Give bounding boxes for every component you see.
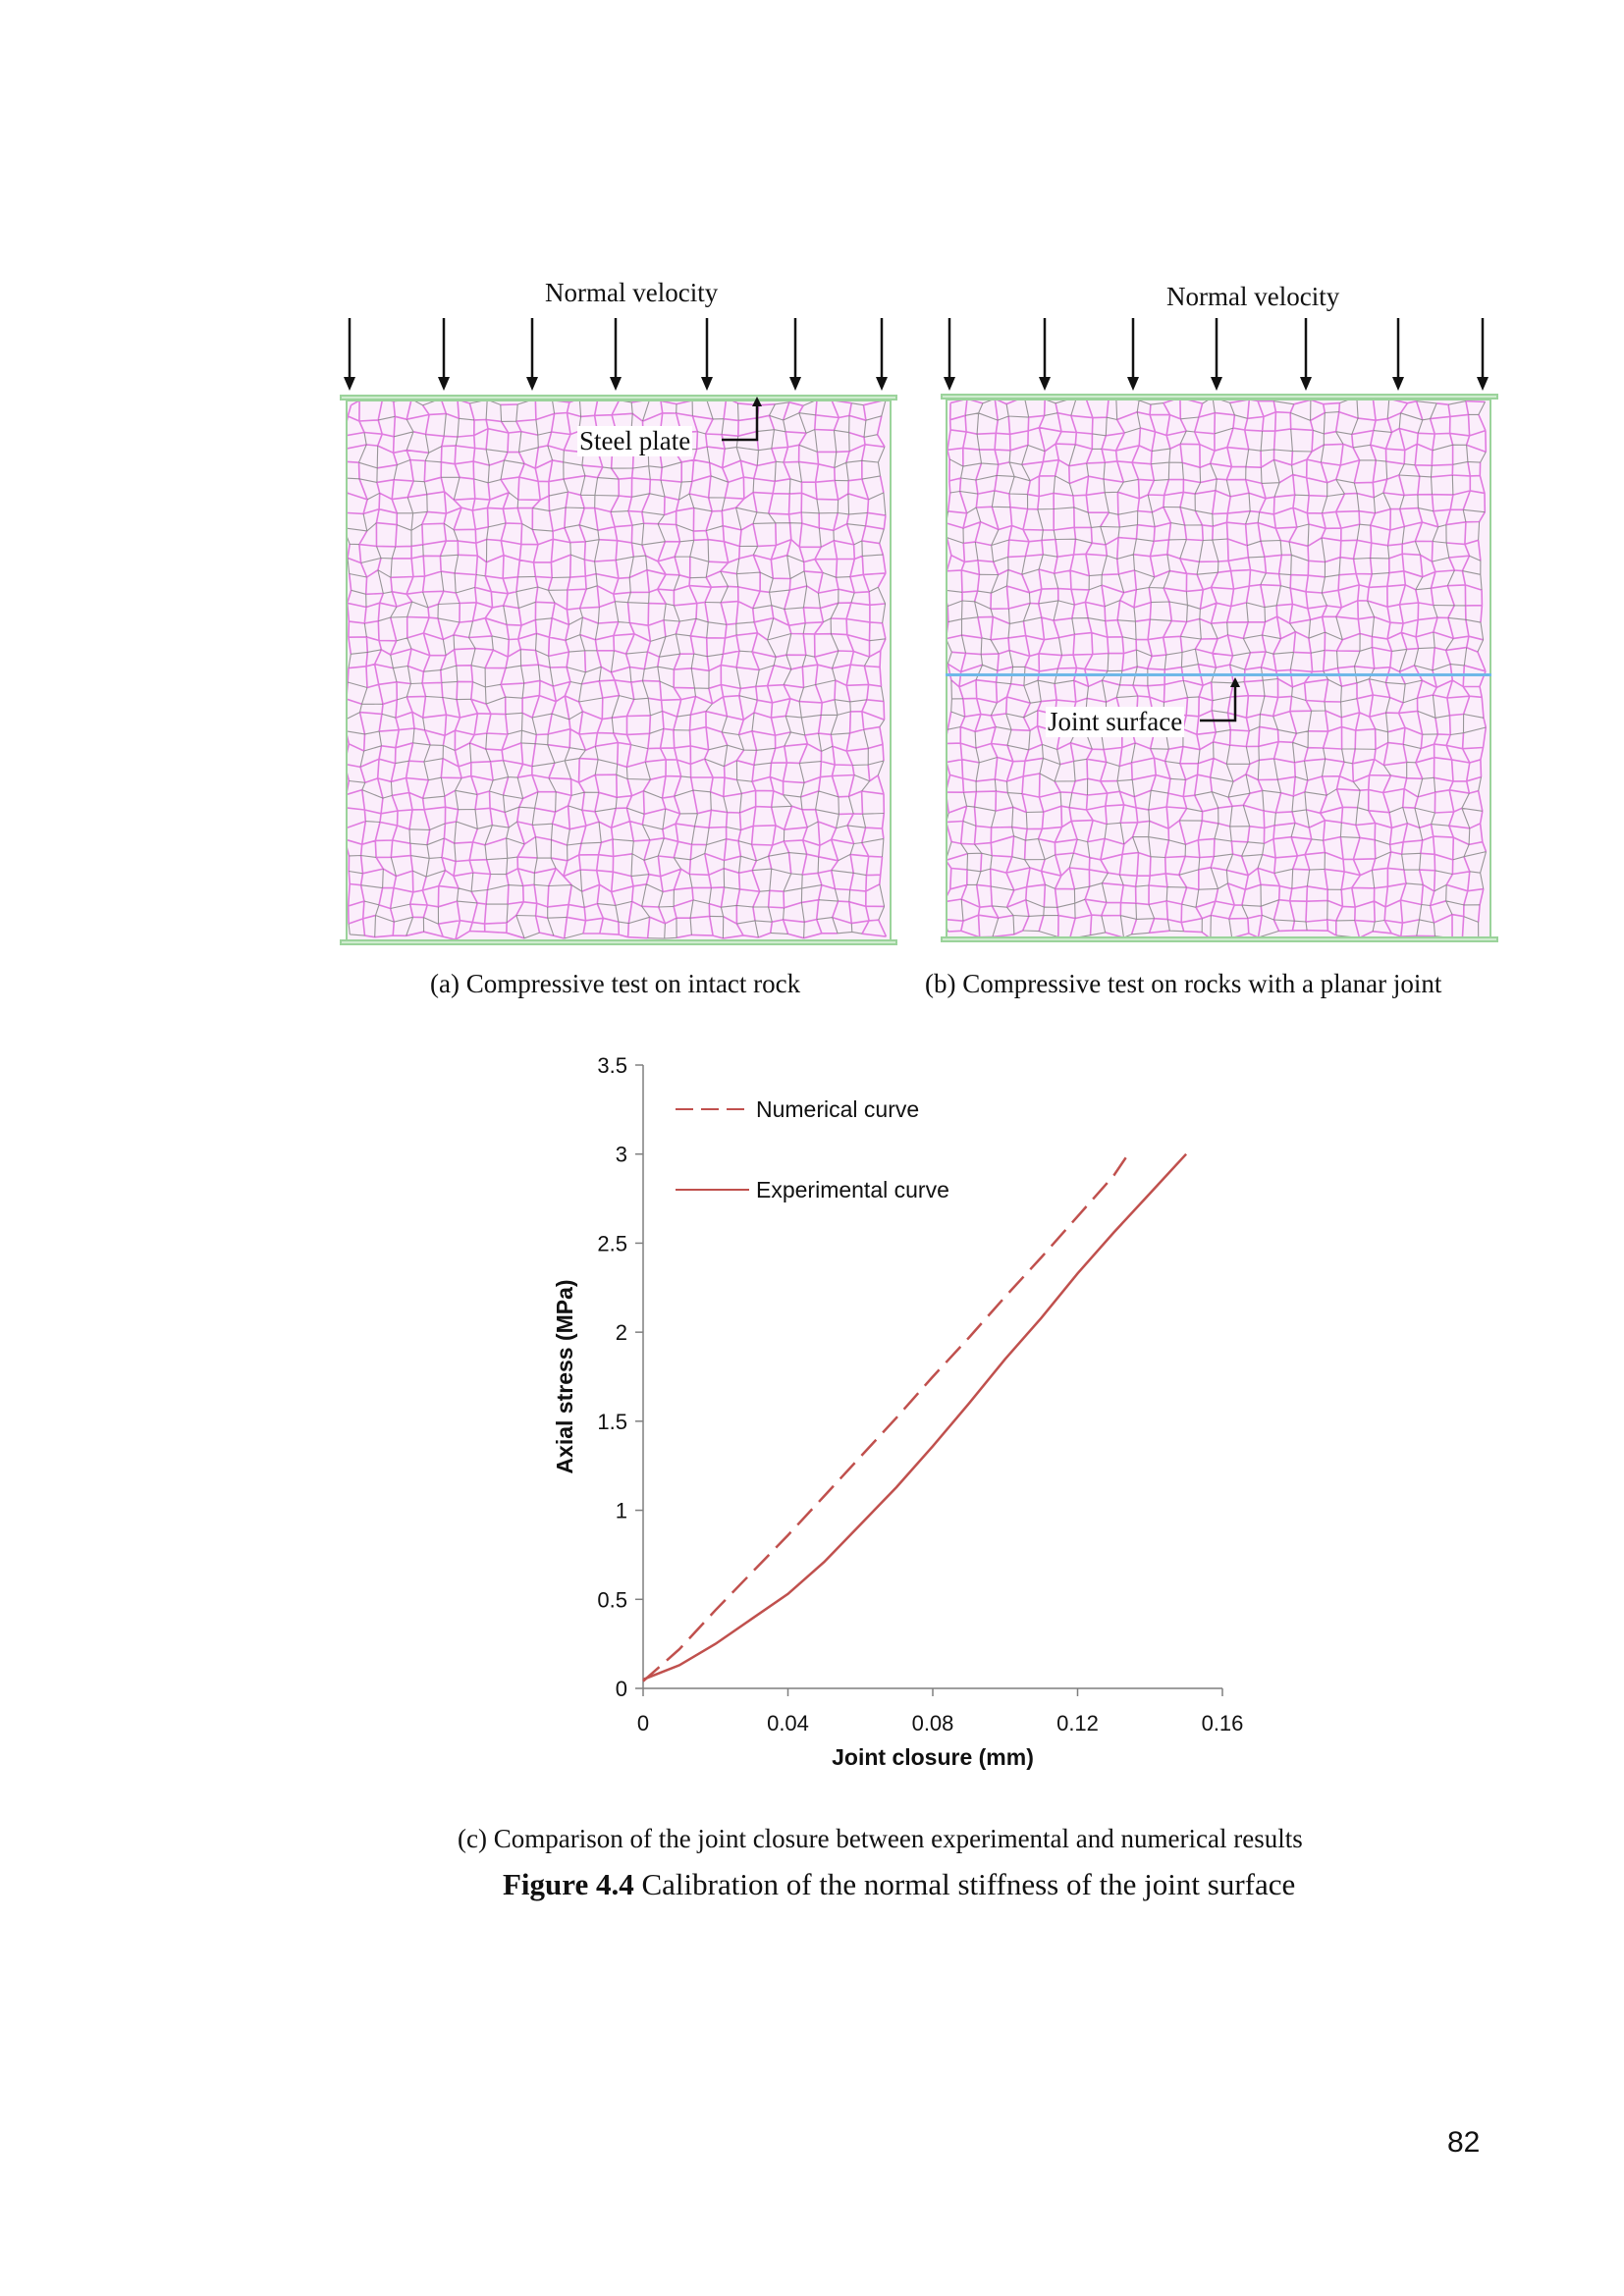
velocity-arrowhead-5 xyxy=(1300,377,1312,391)
x-tick-label: 0.16 xyxy=(1202,1711,1244,1735)
velocity-arrowhead-2 xyxy=(438,377,450,391)
y-tick-label: 0.5 xyxy=(597,1587,627,1612)
panel-a-normal-velocity-label: Normal velocity xyxy=(545,278,719,307)
panel-a-caption: (a) Compressive test on intact rock xyxy=(430,969,801,998)
velocity-arrowhead-3 xyxy=(526,377,538,391)
steel-plate-pointer-arrow xyxy=(722,397,762,442)
page-number: 82 xyxy=(1447,2126,1481,2159)
velocity-arrowhead-7 xyxy=(1477,377,1489,391)
series-experimental-curve xyxy=(642,1152,1188,1682)
y-axis-title: Axial stress (MPa) xyxy=(552,1279,577,1473)
velocity-arrowhead-7 xyxy=(876,377,888,391)
velocity-arrowhead-1 xyxy=(344,377,355,391)
x-tick-label: 0.12 xyxy=(1056,1711,1099,1735)
velocity-arrowhead-6 xyxy=(789,377,801,391)
joint-closure-chart: 0 0.5 1 1.5 2 2.5 3 3.5 0 0.04 0.08 0.12 0.16 Joint c… xyxy=(552,1053,1244,1770)
legend-label: Numerical curve xyxy=(756,1096,919,1122)
panel-b-bottom-steel-plate xyxy=(941,936,1498,942)
panel-b-normal-velocity-label: Normal velocity xyxy=(1166,282,1340,311)
panel-a-particle-mesh xyxy=(343,397,890,941)
x-axis-title: Joint closure (mm) xyxy=(832,1744,1034,1770)
y-tick-label: 0 xyxy=(616,1677,627,1701)
y-tick-label: 1 xyxy=(616,1499,627,1523)
panel-a-bottom-steel-plate xyxy=(340,939,897,945)
panel-a-velocity-arrows xyxy=(344,318,888,391)
velocity-arrowhead-1 xyxy=(944,377,955,391)
series-numerical-curve xyxy=(642,1153,1130,1682)
panel-b-velocity-arrows xyxy=(944,318,1489,391)
velocity-arrowhead-2 xyxy=(1039,377,1051,391)
y-tick-label: 3 xyxy=(616,1143,627,1167)
figure-label: Figure 4.4 xyxy=(503,1867,634,1901)
panel-b-caption: (b) Compressive test on rocks with a pla… xyxy=(925,969,1442,998)
y-tick-label: 2 xyxy=(616,1320,627,1345)
x-tick-label: 0 xyxy=(637,1711,649,1735)
joint-surface-pointer-arrow xyxy=(1200,677,1240,722)
steel-plate-label: Steel plate xyxy=(577,426,693,456)
x-tick-label: 0.08 xyxy=(912,1711,954,1735)
panel-b-rock-specimen xyxy=(943,396,1491,939)
x-tick-label: 0.04 xyxy=(767,1711,809,1735)
velocity-arrowhead-5 xyxy=(701,377,713,391)
y-tick-label: 3.5 xyxy=(597,1053,627,1078)
figure-title-text: Calibration of the normal stiffness of t… xyxy=(633,1867,1296,1901)
joint-surface-line xyxy=(946,673,1491,676)
velocity-arrowhead-4 xyxy=(1211,377,1222,391)
velocity-arrowhead-3 xyxy=(1127,377,1139,391)
panel-c-caption: (c) Comparison of the joint closure betw… xyxy=(458,1824,1303,1853)
y-tick-label: 1.5 xyxy=(597,1410,627,1434)
panel-b-particle-mesh xyxy=(943,396,1489,939)
velocity-arrowhead-4 xyxy=(610,377,622,391)
legend-label: Experimental curve xyxy=(756,1177,949,1202)
joint-surface-label: Joint surface xyxy=(1046,707,1185,737)
figure-title: Figure 4.4 Calibration of the normal sti… xyxy=(503,1867,1295,1902)
velocity-arrowhead-6 xyxy=(1392,377,1404,391)
panel-a-rock-specimen xyxy=(343,397,892,941)
y-tick-label: 2.5 xyxy=(597,1231,627,1255)
